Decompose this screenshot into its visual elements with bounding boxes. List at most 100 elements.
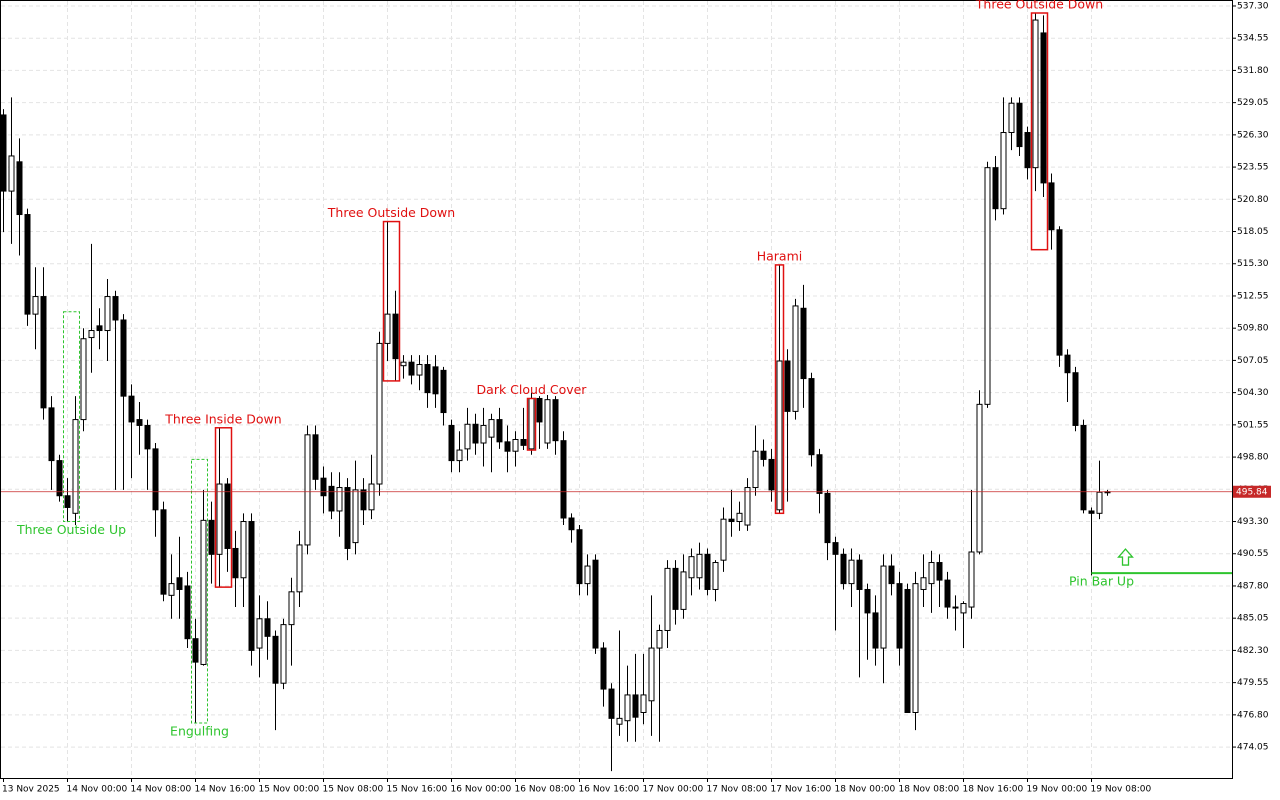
candle-body bbox=[16, 161, 23, 216]
candle-body bbox=[296, 544, 303, 593]
candle-body bbox=[256, 618, 263, 649]
x-tick-label: 13 Nov 2025 bbox=[2, 785, 60, 795]
candle-body bbox=[848, 559, 855, 585]
candle-body bbox=[888, 565, 895, 585]
candle-body bbox=[232, 547, 239, 579]
candle-body bbox=[1040, 32, 1047, 184]
x-tick-label: 16 Nov 08:00 bbox=[515, 785, 576, 795]
candle-body bbox=[344, 487, 351, 549]
candle-body bbox=[48, 407, 55, 462]
pattern-label: Three Inside Down bbox=[164, 411, 281, 426]
x-tick-label: 18 Nov 08:00 bbox=[899, 785, 960, 795]
candle-body bbox=[1016, 102, 1023, 148]
x-tick-label: 16 Nov 00:00 bbox=[451, 785, 512, 795]
candle-body bbox=[136, 419, 143, 426]
candle-body bbox=[440, 369, 447, 414]
candle-body bbox=[520, 438, 527, 446]
candle-body bbox=[216, 483, 223, 555]
candle-body bbox=[712, 562, 719, 590]
y-tick-label: 482.30 bbox=[1237, 646, 1269, 656]
candle-body bbox=[832, 542, 839, 555]
x-tick-label: 15 Nov 00:00 bbox=[259, 785, 320, 795]
candle-body bbox=[696, 553, 703, 579]
candle-body bbox=[632, 694, 639, 718]
candle-body bbox=[552, 399, 559, 442]
x-tick-label: 18 Nov 16:00 bbox=[963, 785, 1024, 795]
candle-body bbox=[184, 585, 191, 640]
y-tick-label: 507.05 bbox=[1237, 356, 1269, 366]
candle-body bbox=[976, 403, 983, 553]
candle-body bbox=[616, 717, 623, 725]
candle-body bbox=[648, 647, 655, 702]
candle-body bbox=[1080, 424, 1087, 511]
y-tick-label: 512.55 bbox=[1237, 291, 1269, 301]
x-tick-label: 17 Nov 00:00 bbox=[643, 785, 704, 795]
y-tick-label: 529.05 bbox=[1237, 98, 1269, 108]
candle-body bbox=[640, 694, 647, 714]
candle-body bbox=[568, 517, 575, 531]
candle-body bbox=[144, 424, 151, 450]
pattern-box bbox=[774, 264, 785, 515]
x-tick-label: 14 Nov 00:00 bbox=[67, 785, 128, 795]
y-tick-label: 504.30 bbox=[1237, 388, 1269, 398]
candle-body bbox=[488, 419, 495, 438]
x-tick-label: 16 Nov 16:00 bbox=[579, 785, 640, 795]
candle-body bbox=[968, 551, 975, 608]
y-tick-label: 474.05 bbox=[1237, 743, 1269, 753]
y-tick-label: 537.30 bbox=[1237, 1, 1269, 11]
candle-body bbox=[1072, 372, 1079, 426]
candle-body bbox=[176, 577, 183, 590]
pattern-label: Engulfing bbox=[170, 724, 229, 739]
candle-body bbox=[40, 296, 47, 409]
pattern-box bbox=[382, 220, 401, 382]
candle-body bbox=[1064, 354, 1071, 374]
y-tick-label: 498.80 bbox=[1237, 453, 1269, 463]
candle-body bbox=[544, 399, 551, 444]
candle-body bbox=[560, 440, 567, 519]
x-tick-label: 14 Nov 08:00 bbox=[131, 785, 192, 795]
y-tick-label: 487.80 bbox=[1237, 581, 1269, 591]
pattern-box bbox=[214, 427, 233, 588]
candle-body bbox=[264, 618, 271, 637]
candle-body bbox=[1032, 19, 1039, 169]
candle-body bbox=[720, 518, 727, 561]
candle-body bbox=[64, 495, 71, 508]
x-tick-label: 15 Nov 08:00 bbox=[323, 785, 384, 795]
candle-body bbox=[936, 562, 943, 581]
candle-body bbox=[904, 588, 911, 714]
candle-body bbox=[1088, 510, 1095, 514]
candle-body bbox=[224, 483, 231, 549]
candle-body bbox=[304, 434, 311, 546]
candle-body bbox=[328, 485, 335, 512]
candle-body bbox=[200, 519, 207, 665]
y-tick-label: 493.30 bbox=[1237, 517, 1269, 527]
candle-body bbox=[168, 583, 175, 596]
candle-body bbox=[192, 638, 199, 663]
candle-body bbox=[912, 583, 919, 714]
pattern-box bbox=[63, 311, 80, 523]
candle-body bbox=[416, 364, 423, 376]
candle-body bbox=[424, 364, 431, 394]
candle-body bbox=[592, 559, 599, 649]
candle-body bbox=[112, 296, 119, 321]
candle-body bbox=[456, 449, 463, 462]
candle-body bbox=[728, 518, 735, 523]
candle-body bbox=[400, 361, 407, 367]
candle-body bbox=[984, 167, 991, 405]
candle-body bbox=[1024, 132, 1031, 169]
pattern-label: Three Outside Up bbox=[16, 522, 126, 537]
candle-body bbox=[760, 450, 767, 460]
candle-body bbox=[448, 424, 455, 462]
candle-body bbox=[672, 567, 679, 610]
candle-body bbox=[784, 360, 791, 412]
pattern-label: Three Outside Down bbox=[975, 0, 1103, 12]
candle-body bbox=[896, 583, 903, 649]
candle-body bbox=[800, 307, 807, 380]
candle-body bbox=[960, 603, 967, 614]
candle-body bbox=[776, 360, 783, 511]
candle-body bbox=[536, 397, 543, 423]
candle-body bbox=[864, 588, 871, 614]
x-tick-label: 14 Nov 16:00 bbox=[195, 785, 256, 795]
y-tick-label: 520.80 bbox=[1237, 195, 1269, 205]
